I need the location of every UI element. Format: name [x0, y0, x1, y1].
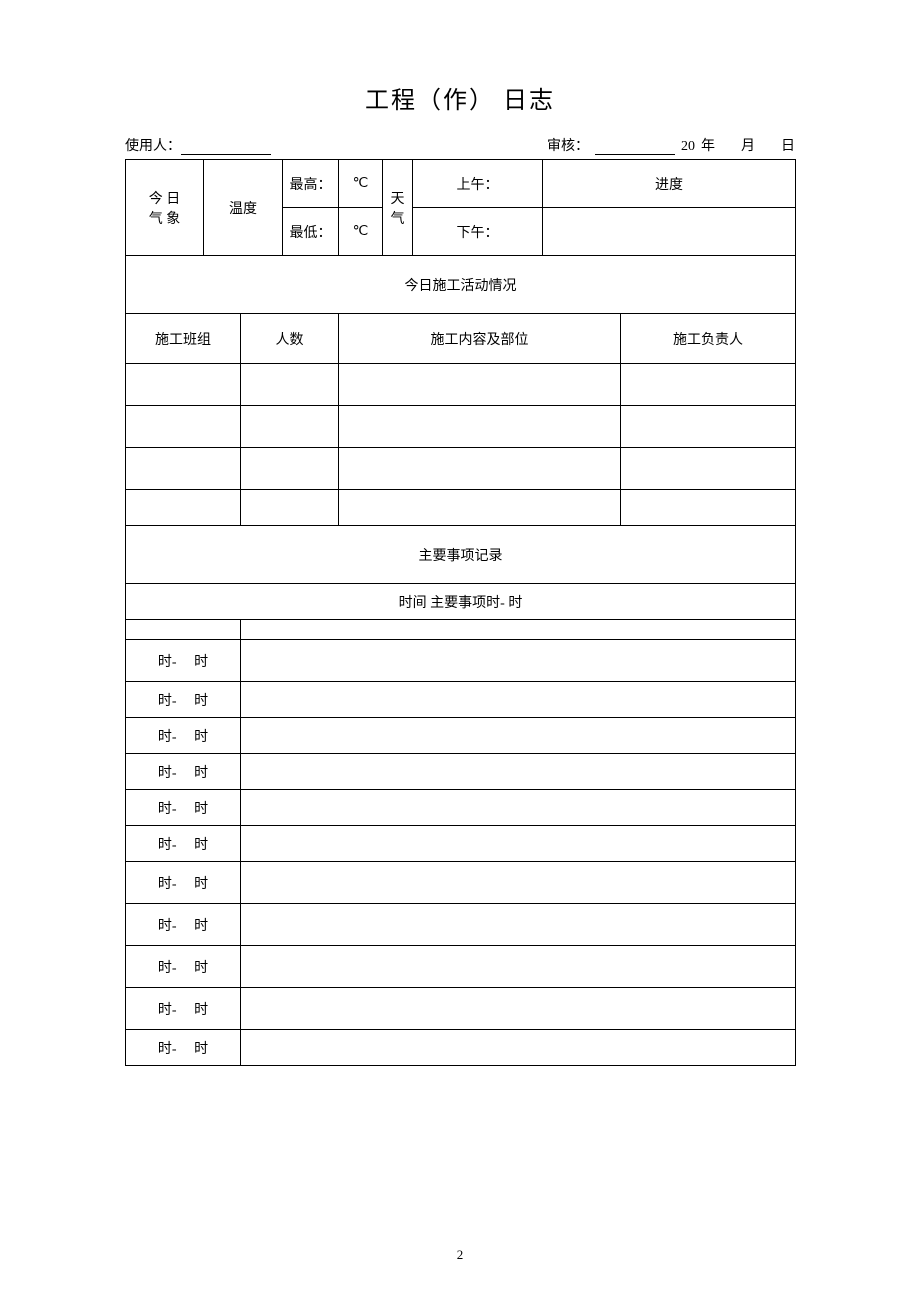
- time-slot[interactable]: 时- 时: [126, 946, 241, 988]
- page-number: 2: [0, 1247, 920, 1263]
- records-section-title: 主要事项记录: [126, 526, 796, 584]
- low-label: 最低：: [283, 208, 339, 256]
- table-row[interactable]: [339, 448, 621, 490]
- time-slot[interactable]: 时- 时: [126, 826, 241, 862]
- table-row[interactable]: [126, 364, 241, 406]
- progress-label: 进度: [543, 160, 796, 208]
- record-content[interactable]: [241, 862, 796, 904]
- time-slot[interactable]: 时- 时: [126, 640, 241, 682]
- time-slot[interactable]: 时- 时: [126, 790, 241, 826]
- record-content[interactable]: [241, 754, 796, 790]
- year-prefix: 20: [681, 139, 695, 155]
- high-unit: ℃: [339, 160, 383, 208]
- record-content[interactable]: [241, 1030, 796, 1066]
- time-slot[interactable]: [126, 620, 241, 640]
- page: 工程（作） 日志 使用人： 审核： 20 年 月 日: [0, 0, 920, 1303]
- day-unit: 日: [781, 135, 795, 155]
- page-title: 工程（作） 日志: [125, 80, 795, 115]
- table-row[interactable]: [126, 490, 241, 526]
- record-content[interactable]: [241, 718, 796, 754]
- user-input-line[interactable]: [181, 138, 271, 155]
- table-row[interactable]: [339, 406, 621, 448]
- low-unit: ℃: [339, 208, 383, 256]
- record-content[interactable]: [241, 904, 796, 946]
- team-header: 施工班组: [126, 314, 241, 364]
- sky-label: 天 气: [383, 160, 413, 256]
- am-label[interactable]: 上午：: [413, 160, 543, 208]
- meta-user: 使用人：: [125, 135, 271, 155]
- time-slot[interactable]: 时- 时: [126, 1030, 241, 1066]
- count-header: 人数: [241, 314, 339, 364]
- meta-row: 使用人： 审核： 20 年 月 日: [125, 135, 795, 155]
- time-slot[interactable]: 时- 时: [126, 862, 241, 904]
- today-weather-label: 今 日 气 象: [126, 160, 204, 256]
- table-row[interactable]: [621, 448, 796, 490]
- meta-review-date: 审核： 20 年 月 日: [547, 135, 795, 155]
- record-content[interactable]: [241, 946, 796, 988]
- month-unit: 月: [741, 135, 755, 155]
- record-content[interactable]: [241, 988, 796, 1030]
- progress-value[interactable]: [543, 208, 796, 256]
- record-content[interactable]: [241, 682, 796, 718]
- table-row[interactable]: [126, 448, 241, 490]
- time-slot[interactable]: 时- 时: [126, 904, 241, 946]
- review-label: 审核：: [547, 135, 589, 155]
- content-header: 施工内容及部位: [339, 314, 621, 364]
- review-input-line[interactable]: [595, 138, 675, 155]
- leader-header: 施工负责人: [621, 314, 796, 364]
- temp-label: 温度: [204, 160, 283, 256]
- table-row[interactable]: [241, 364, 339, 406]
- table-row[interactable]: [339, 490, 621, 526]
- time-slot[interactable]: 时- 时: [126, 754, 241, 790]
- record-content[interactable]: [241, 640, 796, 682]
- records-header-row: 时间 主要事项时- 时: [126, 584, 796, 620]
- pm-label[interactable]: 下午：: [413, 208, 543, 256]
- user-label: 使用人：: [125, 135, 181, 155]
- table-row[interactable]: [241, 448, 339, 490]
- year-unit: 年: [701, 135, 715, 155]
- form-table: 今 日 气 象 温度 最高： ℃ 天 气 上午： 进度 最低： ℃ 下午： 今日…: [125, 159, 796, 1066]
- high-label: 最高：: [283, 160, 339, 208]
- time-slot[interactable]: 时- 时: [126, 682, 241, 718]
- table-row[interactable]: [621, 490, 796, 526]
- record-content[interactable]: [241, 620, 796, 640]
- time-slot[interactable]: 时- 时: [126, 718, 241, 754]
- table-row[interactable]: [621, 364, 796, 406]
- table-row[interactable]: [126, 406, 241, 448]
- table-row[interactable]: [339, 364, 621, 406]
- time-slot[interactable]: 时- 时: [126, 988, 241, 1030]
- record-content[interactable]: [241, 826, 796, 862]
- record-content[interactable]: [241, 790, 796, 826]
- table-row[interactable]: [241, 406, 339, 448]
- table-row[interactable]: [621, 406, 796, 448]
- table-row[interactable]: [241, 490, 339, 526]
- activity-section-title: 今日施工活动情况: [126, 256, 796, 314]
